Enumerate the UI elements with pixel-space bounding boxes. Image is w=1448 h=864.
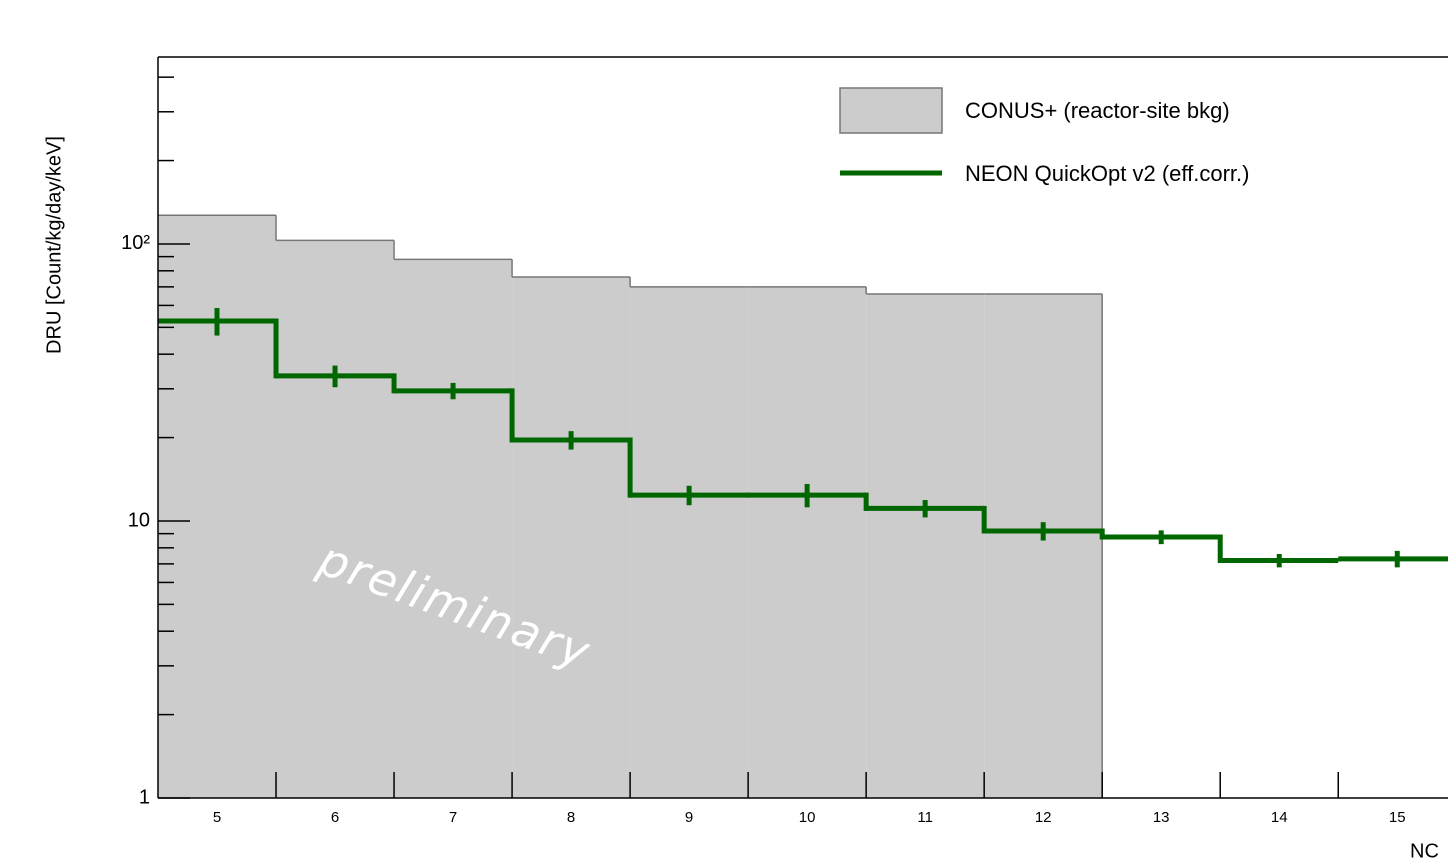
histogram-bar (394, 259, 513, 798)
x-tick-label: 11 (917, 809, 933, 826)
y-axis-label: DRU [Count/kg/day/keV] (43, 136, 65, 354)
legend-label: NEON QuickOpt v2 (eff.corr.) (965, 161, 1249, 186)
x-axis-label: NC (1410, 840, 1439, 862)
histogram-bar (748, 286, 867, 798)
x-tick-label: 5 (213, 809, 221, 826)
x-tick-label: 12 (1035, 809, 1052, 826)
histogram-bar (866, 293, 985, 798)
histogram-bar (630, 286, 749, 798)
legend-label: CONUS+ (reactor-site bkg) (965, 98, 1230, 123)
histogram-bar (512, 276, 631, 798)
histogram-bar (158, 215, 277, 798)
x-tick-label: 13 (1153, 809, 1170, 826)
x-tick-label: 15 (1389, 809, 1406, 826)
x-tick-label: 8 (567, 809, 575, 826)
histogram-bar (276, 240, 395, 798)
x-tick-label: 9 (685, 809, 693, 826)
x-tick-label: 14 (1271, 809, 1288, 826)
x-tick-label: 10 (799, 809, 816, 826)
y-tick-label: 1 (139, 786, 150, 808)
x-tick-label: 7 (449, 809, 457, 826)
overlay: 1 10 10² 5 6 7 8 9 10 11 12 13 14 15 CONUS+ (reactor-s… (121, 56, 1448, 826)
plot-area (158, 214, 1448, 798)
legend-swatch (839, 87, 943, 134)
y-tick-label: 10² (121, 232, 150, 254)
x-tick-label: 6 (331, 809, 339, 826)
histogram-bar (984, 293, 1103, 798)
y-tick-label: 10 (128, 509, 150, 531)
